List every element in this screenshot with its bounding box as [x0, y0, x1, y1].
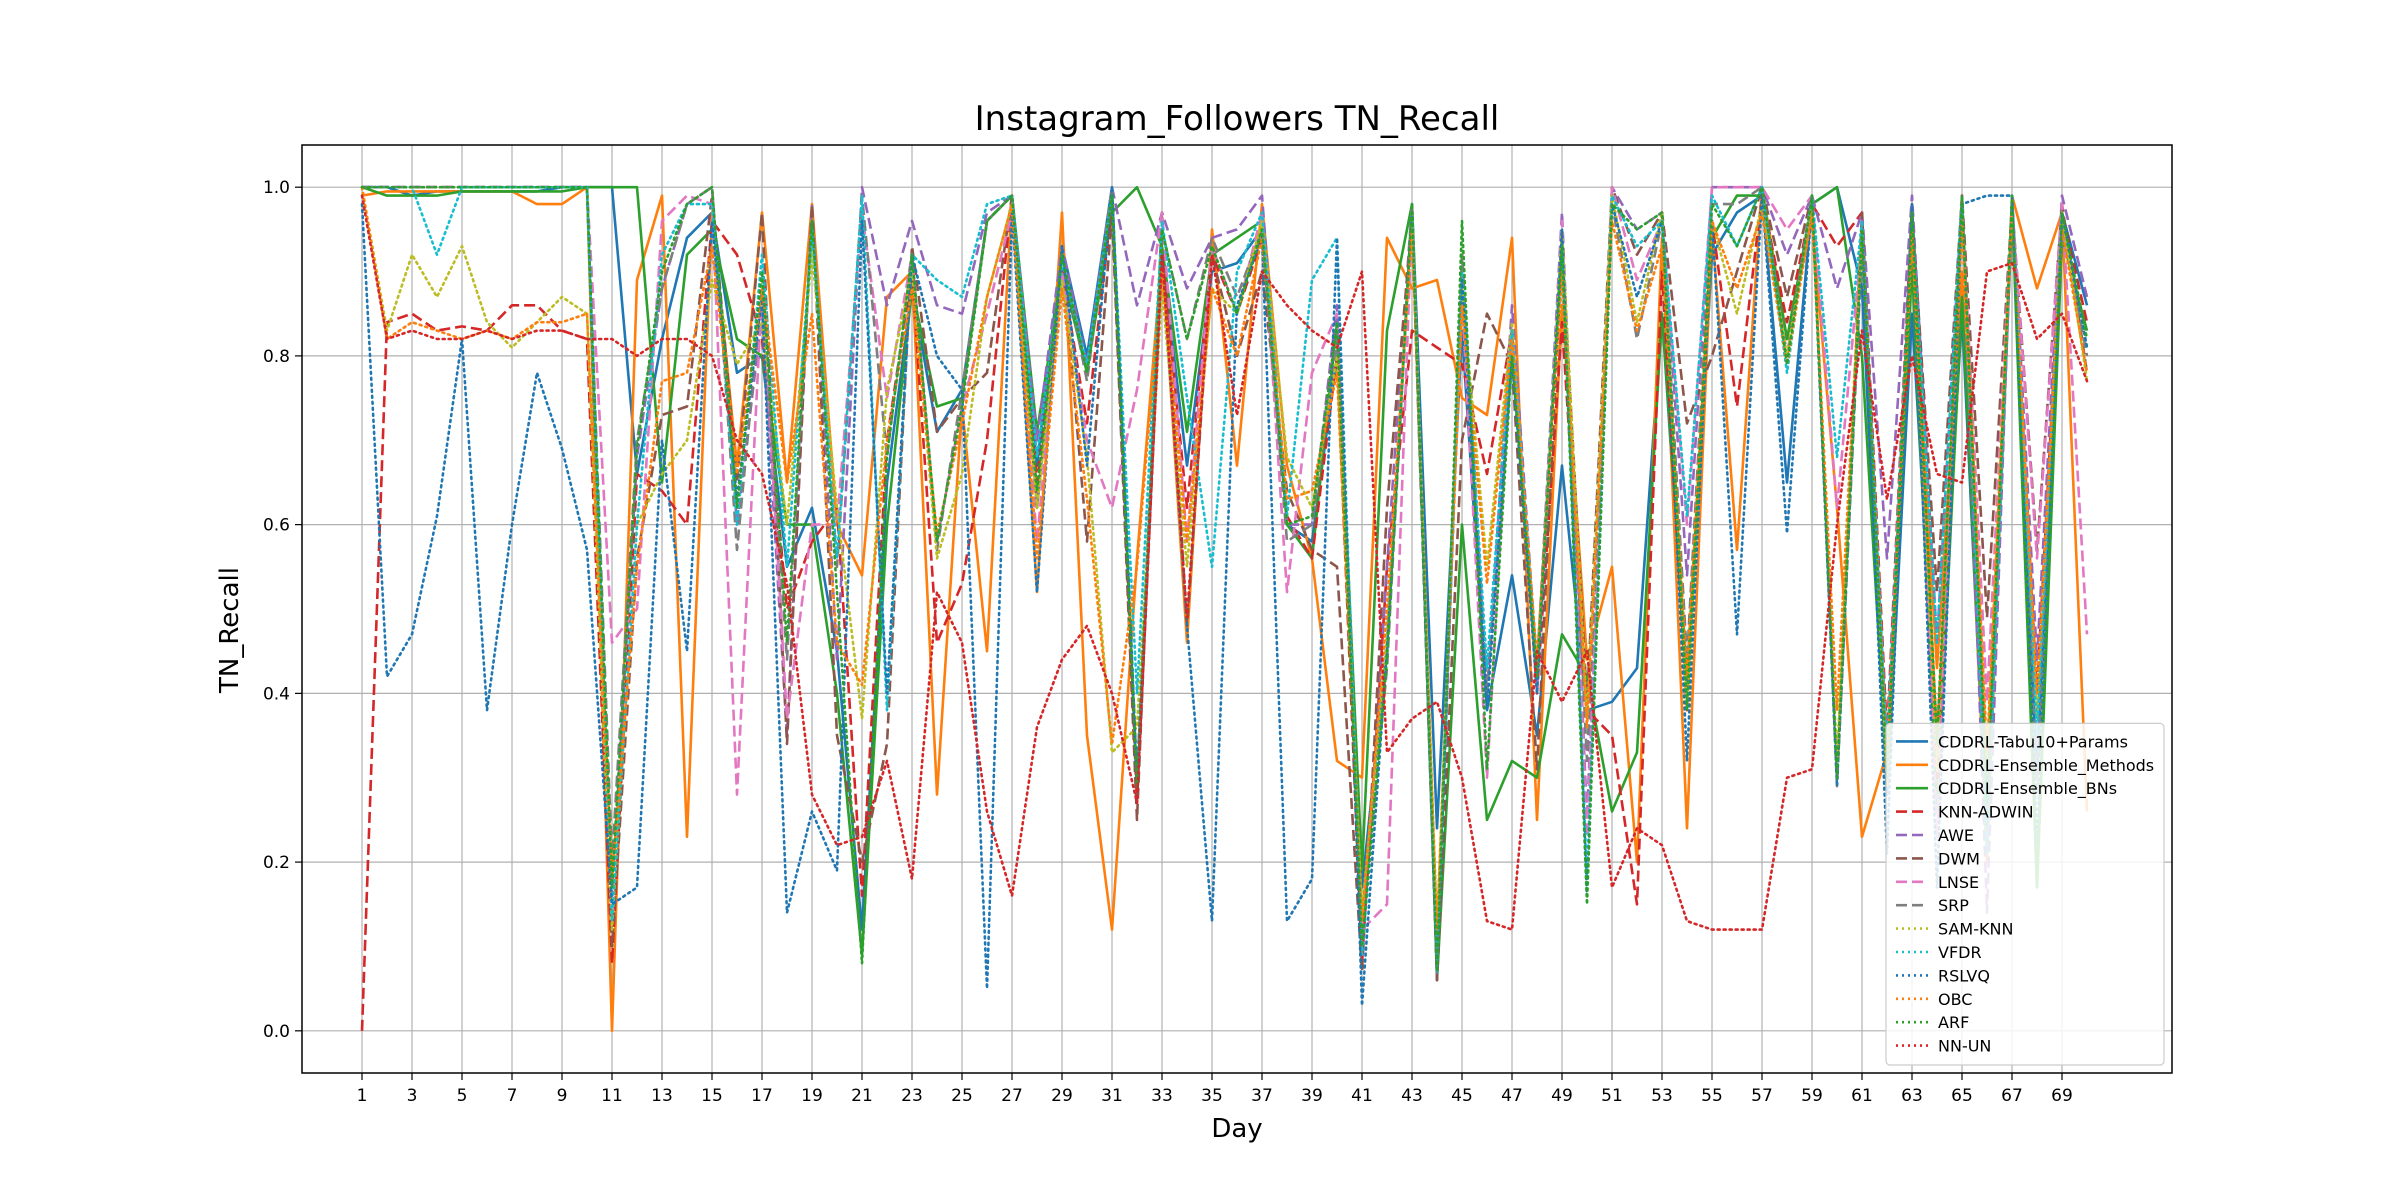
x-tick-label: 41 — [1351, 1086, 1373, 1106]
x-tick-label: 59 — [1801, 1086, 1823, 1106]
x-tick-label: 19 — [801, 1086, 823, 1106]
x-tick-label: 69 — [2051, 1086, 2073, 1106]
y-axis-title: TN_Recall — [215, 567, 245, 694]
x-tick-label: 21 — [851, 1086, 873, 1106]
x-tick-label: 7 — [507, 1086, 518, 1106]
x-tick-label: 25 — [951, 1086, 973, 1106]
x-tick-label: 53 — [1651, 1086, 1673, 1106]
x-tick-label: 15 — [701, 1086, 723, 1106]
x-tick-label: 65 — [1951, 1086, 1973, 1106]
legend: CDDRL-Tabu10+Params CDDRL-Ensemble_Method… — [1885, 722, 2165, 1066]
x-tick-label: 45 — [1451, 1086, 1473, 1106]
legend-label: CDDRL-Ensemble_BNs — [1938, 779, 2117, 799]
x-tick-label: 55 — [1701, 1086, 1723, 1106]
series-line-arf — [360, 185, 2089, 974]
x-tick-label: 63 — [1901, 1086, 1923, 1106]
x-tick-label: 5 — [457, 1086, 468, 1106]
x-tick-label: 23 — [901, 1086, 923, 1106]
legend-label: SRP — [1938, 896, 1969, 915]
x-tick-label: 35 — [1201, 1086, 1223, 1106]
x-tick-label: 49 — [1551, 1086, 1573, 1106]
series-line-awe — [362, 185, 2089, 982]
legend-label: LNSE — [1938, 873, 1979, 892]
legend-label: KNN-ADWIN — [1938, 803, 2034, 822]
series-line-sam-knn — [360, 185, 2089, 931]
series-line-nn-un — [360, 194, 2089, 931]
legend-label: RSLVQ — [1938, 966, 1990, 985]
x-tick-label: 29 — [1051, 1086, 1073, 1106]
legend-label: AWE — [1938, 826, 1974, 845]
series-line-rslvq — [360, 185, 2089, 1007]
plot-frame — [301, 144, 2173, 1074]
series-line-dwm — [362, 185, 2089, 982]
x-tick-label: 31 — [1101, 1086, 1123, 1106]
x-tick-label: 27 — [1001, 1086, 1023, 1106]
x-tick-label: 1 — [357, 1086, 368, 1106]
y-tick-label: 0.8 — [263, 347, 290, 367]
series-line-cddrl-tabu10-params — [362, 185, 2089, 931]
y-tick-label: 1.0 — [263, 178, 290, 198]
x-tick-label: 13 — [651, 1086, 673, 1106]
x-tick-label: 67 — [2001, 1086, 2023, 1106]
x-tick-label: 11 — [601, 1086, 623, 1106]
legend-label: SAM-KNN — [1938, 920, 2013, 939]
legend-label: CDDRL-Ensemble_Methods — [1938, 756, 2154, 776]
legend-label: ARF — [1938, 1013, 1969, 1032]
chart-title: Instagram_Followers TN_Recall — [975, 99, 1500, 139]
x-tick-label: 43 — [1401, 1086, 1423, 1106]
series-layer — [360, 185, 2089, 1033]
y-tick-label: 0.0 — [263, 1022, 290, 1042]
x-tick-label: 39 — [1301, 1086, 1323, 1106]
legend-label: NN-UN — [1938, 1037, 1991, 1056]
x-tick-label: 47 — [1501, 1086, 1523, 1106]
x-tick-label: 17 — [751, 1086, 773, 1106]
x-tick-label: 37 — [1251, 1086, 1273, 1106]
legend-box — [1885, 722, 2165, 1066]
legend-label: OBC — [1938, 990, 1972, 1009]
y-tick-label: 0.6 — [263, 516, 290, 536]
x-tick-label: 9 — [557, 1086, 568, 1106]
x-tick-label: 57 — [1751, 1086, 1773, 1106]
y-tick-label: 0.2 — [263, 853, 290, 873]
axes-layer: 1 3 5 7 9 11 13 15 17 19 21 23 25 27 29 31 33 35 37 39 41 43 4… — [263, 178, 2073, 1106]
x-tick-label: 3 — [407, 1086, 418, 1106]
legend-label: CDDRL-Tabu10+Params — [1938, 732, 2128, 751]
x-tick-label: 33 — [1151, 1086, 1173, 1106]
legend-label: DWM — [1938, 849, 1980, 868]
legend-label: VFDR — [1938, 943, 1982, 962]
x-tick-label: 61 — [1851, 1086, 1873, 1106]
x-axis-title: Day — [1211, 1114, 1262, 1144]
x-tick-label: 51 — [1601, 1086, 1623, 1106]
y-tick-label: 0.4 — [263, 684, 290, 704]
